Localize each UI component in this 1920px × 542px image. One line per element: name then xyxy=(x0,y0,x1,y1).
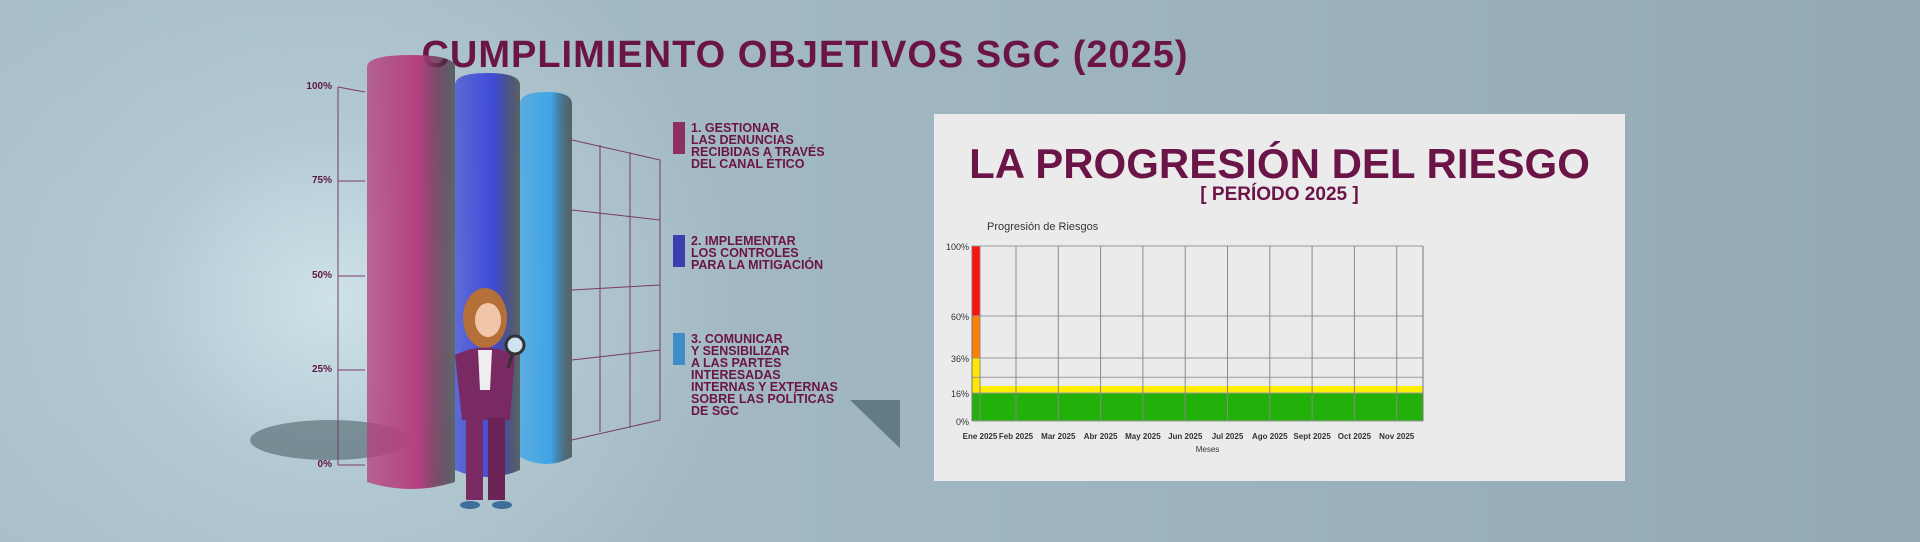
y-tick-label: 100% xyxy=(306,81,332,92)
risk-scale-segment xyxy=(972,246,980,316)
objective-bar-3 xyxy=(520,92,572,464)
legend-text: 1. GESTIONAR LAS DENUNCIAS RECIBIDAS A T… xyxy=(691,121,825,171)
x-tick-label: Sept 2025 xyxy=(1293,432,1331,441)
panel-subtitle: [ PERÍODO 2025 ] xyxy=(1200,184,1359,205)
y-tick-label: 0% xyxy=(317,459,332,470)
y-tick-label: 75% xyxy=(311,175,332,186)
page-title: CUMPLIMIENTO OBJETIVOS SGC (2025) xyxy=(421,34,1189,76)
y-tick-label: 16% xyxy=(951,389,969,399)
objective-bar-1 xyxy=(367,55,455,489)
woman-figure-illustration xyxy=(455,288,526,509)
x-tick-label: Jul 2025 xyxy=(1212,432,1244,441)
x-tick-label: Mar 2025 xyxy=(1041,432,1076,441)
chart-title: Progresión de Riesgos xyxy=(987,221,1099,233)
y-tick-label: 36% xyxy=(951,354,969,364)
series-bajo-area xyxy=(980,393,1423,421)
legend-item-1: 1. GESTIONAR LAS DENUNCIAS RECIBIDAS A T… xyxy=(673,122,825,170)
y-tick-label: 100% xyxy=(946,242,969,252)
panel-title: LA PROGRESIÓN DEL RIESGO xyxy=(969,140,1590,187)
x-tick-label: Nov 2025 xyxy=(1379,432,1415,441)
x-axis-label: Meses xyxy=(1196,445,1220,454)
y-tick-label: 50% xyxy=(311,270,332,281)
panel-shadow xyxy=(850,400,900,449)
x-tick-label: Oct 2025 xyxy=(1338,432,1372,441)
series-moderado-area xyxy=(980,386,1423,393)
legend-text: 3. COMUNICAR Y SENSIBILIZAR A LAS PARTES… xyxy=(691,332,838,418)
legend-text: 2. IMPLEMENTAR LOS CONTROLES PARA LA MIT… xyxy=(691,234,824,272)
legend-swatch xyxy=(673,122,685,154)
x-tick-label: Feb 2025 xyxy=(999,432,1034,441)
y-tick-label: 25% xyxy=(311,364,332,375)
legend-item-3: 3. COMUNICAR Y SENSIBILIZAR A LAS PARTES… xyxy=(673,333,838,417)
grid-wall xyxy=(337,86,661,466)
legend-swatch xyxy=(673,333,685,365)
risk-chart: 100% 60% 36% 16% 0% Ene 2025 Feb 2025 Mar 2025 A… xyxy=(946,242,1424,454)
objectives-3d-chart xyxy=(250,55,900,509)
risk-scale-segment xyxy=(972,393,980,421)
x-tick-label: Abr 2025 xyxy=(1084,432,1118,441)
risk-scale-segment xyxy=(972,358,980,393)
legend-swatch xyxy=(673,235,685,267)
x-tick-label: Jun 2025 xyxy=(1168,432,1203,441)
y-tick-label: 60% xyxy=(951,312,969,322)
y-tick-label: 0% xyxy=(956,417,969,427)
risk-progression-panel: LA PROGRESIÓN DEL RIESGO [ PERÍODO 2025 … xyxy=(934,114,1625,481)
legend-item-2: 2. IMPLEMENTAR LOS CONTROLES PARA LA MIT… xyxy=(673,235,823,271)
risk-scale-segment xyxy=(972,316,980,358)
x-tick-label: Ene 2025 xyxy=(963,432,998,441)
x-tick-label: Ago 2025 xyxy=(1252,432,1288,441)
x-tick-label: May 2025 xyxy=(1125,432,1161,441)
